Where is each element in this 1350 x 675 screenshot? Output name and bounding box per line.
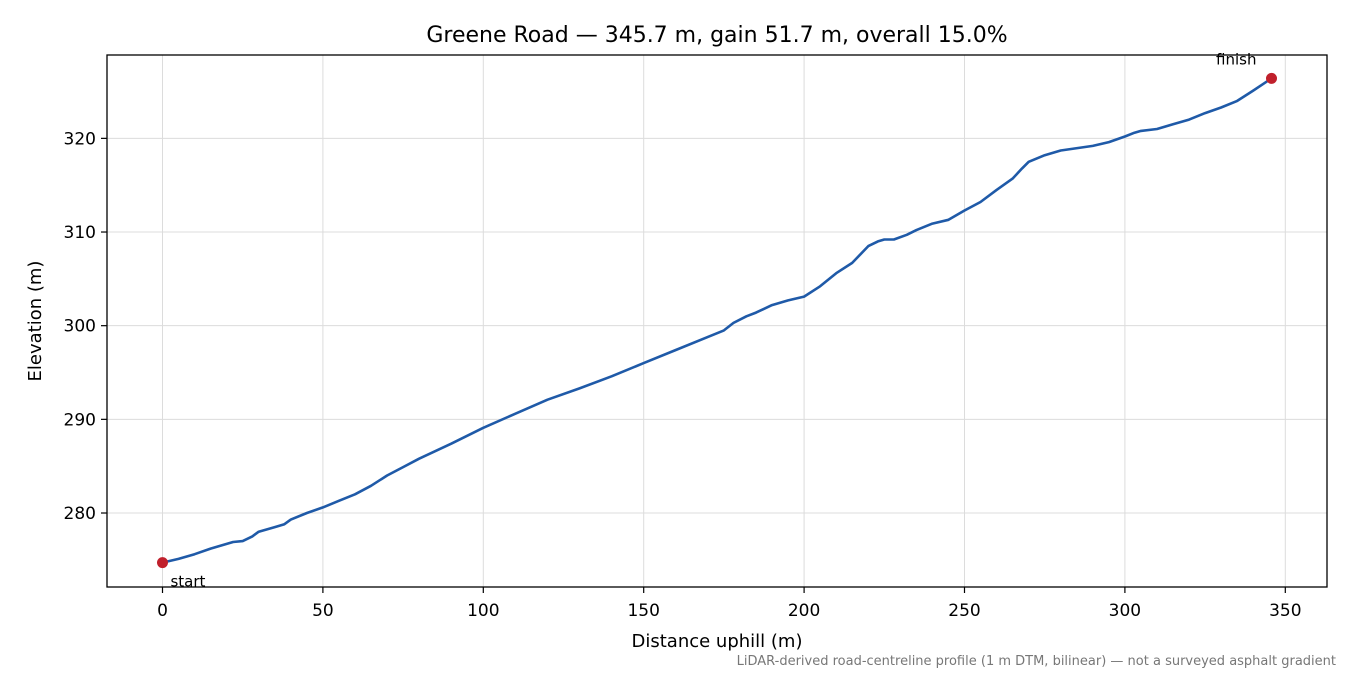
start-marker xyxy=(156,557,168,569)
x-axis-label: Distance uphill (m) xyxy=(632,631,803,652)
y-tick-label: 310 xyxy=(64,223,96,243)
y-tick-label: 320 xyxy=(64,129,96,149)
grid-lines xyxy=(107,55,1327,587)
chart-title: Greene Road — 345.7 m, gain 51.7 m, over… xyxy=(426,23,1007,48)
endpoint-markers xyxy=(156,72,1278,569)
y-tick-label: 300 xyxy=(64,317,96,337)
y-axis-label: Elevation (m) xyxy=(25,261,46,382)
footnote: LiDAR-derived road-centreline profile (1… xyxy=(737,654,1336,669)
series-layer xyxy=(161,77,1273,564)
plot-frame xyxy=(106,54,1328,588)
x-tick-label: 100 xyxy=(467,601,499,621)
elevation-line xyxy=(161,77,1273,564)
x-tick-label: 200 xyxy=(788,601,820,621)
start-annotation: start xyxy=(170,573,205,591)
x-tick-label: 50 xyxy=(312,601,334,621)
y-tick-label: 280 xyxy=(64,504,96,524)
axis-ticks: 0 50 100 150 200 250 300 350 280 290 300 310 320 xyxy=(64,129,1302,621)
x-tick-label: 300 xyxy=(1109,601,1141,621)
finish-marker xyxy=(1266,72,1278,84)
y-tick-label: 290 xyxy=(64,410,96,430)
x-tick-label: 150 xyxy=(627,601,659,621)
finish-annotation: finish xyxy=(1216,50,1256,68)
x-tick-label: 0 xyxy=(157,601,168,621)
x-tick-label: 350 xyxy=(1269,601,1301,621)
x-tick-label: 250 xyxy=(948,601,980,621)
